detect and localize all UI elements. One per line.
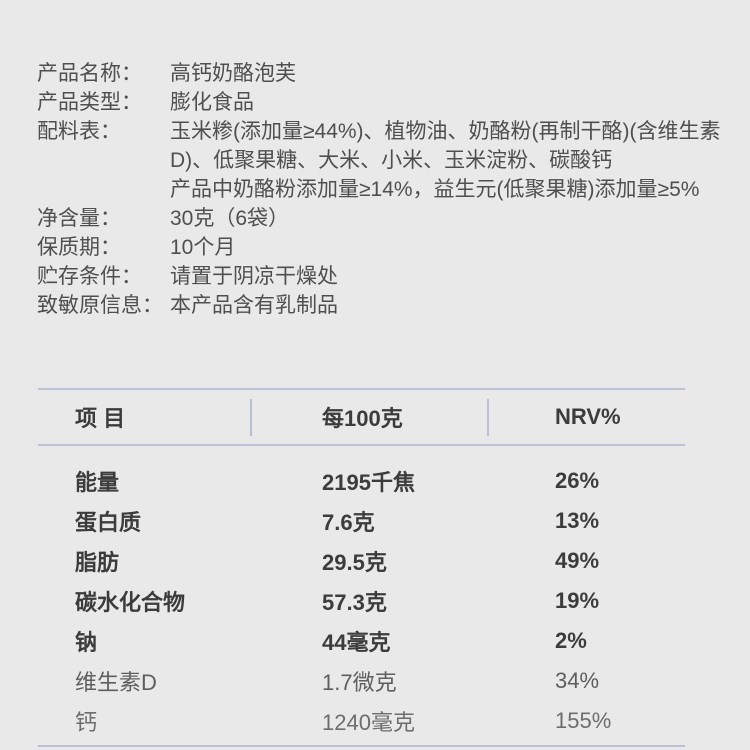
nutrition-row-fat: 脂肪 29.5克 49% <box>38 541 685 581</box>
nutrition-value-per-100g: 29.5克 <box>322 550 387 575</box>
nutrition-row-vitamin-d: 维生素D 1.7微克 34% <box>38 661 685 701</box>
nutrition-row-energy: 能量 2195千焦 26% <box>38 461 685 501</box>
nutrition-nrv: 19% <box>555 588 600 613</box>
nutrition-row-protein: 蛋白质 7.6克 13% <box>38 501 685 541</box>
nutrition-item: 能量 <box>75 470 120 495</box>
col-header-nrv: NRV% <box>555 404 621 429</box>
info-label: 配料表： <box>37 120 121 143</box>
nutrition-nrv: 2% <box>555 628 587 653</box>
nutrition-facts-table: 项 目 每100克 NRV% 能量 2195千焦 26% 蛋白质 7.6克 13… <box>38 388 685 747</box>
nutrition-item: 脂肪 <box>75 550 120 575</box>
nutrition-value-per-100g: 44毫克 <box>322 630 391 655</box>
info-row-product-type: 产品类型： 膨化食品 <box>37 88 727 117</box>
nutrition-row-calcium: 钙 1240毫克 155% <box>38 701 685 741</box>
nutrition-nrv: 34% <box>555 668 600 693</box>
info-value: 请置于阴凉干燥处 <box>170 265 338 288</box>
product-info-section: 产品名称： 高钙奶酪泡芙 产品类型： 膨化食品 配料表： 玉米糁(添加量≥44%… <box>37 59 727 320</box>
nutrition-table-body: 能量 2195千焦 26% 蛋白质 7.6克 13% 脂肪 29.5克 49% … <box>38 446 685 741</box>
info-label: 贮存条件： <box>37 265 142 288</box>
nutrition-item: 钠 <box>75 630 98 655</box>
nutrition-value-per-100g: 57.3克 <box>322 590 387 615</box>
info-label: 产品名称： <box>37 62 142 85</box>
nutrition-nrv: 13% <box>555 508 600 533</box>
ingredients-line-1: 玉米糁(添加量≥44%)、植物油、奶酪粉(再制干酪)(含维生素D)、低聚果糖、大… <box>170 120 721 172</box>
nutrition-nrv: 26% <box>555 468 600 493</box>
nutrition-row-sodium: 钠 44毫克 2% <box>38 621 685 661</box>
info-value: 30克（6袋） <box>170 207 290 230</box>
info-value: 高钙奶酪泡芙 <box>170 62 296 85</box>
info-value: 膨化食品 <box>170 91 254 114</box>
info-label: 产品类型： <box>37 91 142 114</box>
info-label: 净含量： <box>37 207 121 230</box>
nutrition-value-per-100g: 1.7微克 <box>322 670 397 695</box>
nutrition-item: 蛋白质 <box>75 510 142 535</box>
info-row-shelf-life: 保质期： 10个月 <box>37 233 727 262</box>
col-header-per-100g: 每100克 <box>322 406 403 431</box>
ingredients-line-2: 产品中奶酪粉添加量≥14%，益生元(低聚果糖)添加量≥5% <box>170 178 700 201</box>
nutrition-table-header: 项 目 每100克 NRV% <box>38 388 685 446</box>
info-row-ingredients: 配料表： 玉米糁(添加量≥44%)、植物油、奶酪粉(再制干酪)(含维生素D)、低… <box>37 117 727 204</box>
column-divider <box>487 399 489 436</box>
table-bottom-rule <box>38 745 685 747</box>
column-divider <box>250 399 252 436</box>
info-label: 保质期： <box>37 236 121 259</box>
nutrition-value-per-100g: 1240毫克 <box>322 710 415 735</box>
info-row-net-content: 净含量： 30克（6袋） <box>37 204 727 233</box>
col-header-item: 项 目 <box>75 406 126 431</box>
info-row-storage: 贮存条件： 请置于阴凉干燥处 <box>37 262 727 291</box>
info-value: 本产品含有乳制品 <box>170 294 338 317</box>
info-label: 致敏原信息： <box>37 294 163 317</box>
nutrition-row-carbohydrate: 碳水化合物 57.3克 19% <box>38 581 685 621</box>
nutrition-nrv: 155% <box>555 708 612 733</box>
info-value: 10个月 <box>170 236 236 259</box>
info-value: 玉米糁(添加量≥44%)、植物油、奶酪粉(再制干酪)(含维生素D)、低聚果糖、大… <box>170 117 727 204</box>
nutrition-item: 维生素D <box>75 670 157 695</box>
info-row-product-name: 产品名称： 高钙奶酪泡芙 <box>37 59 727 88</box>
nutrition-value-per-100g: 2195千焦 <box>322 470 415 495</box>
nutrition-item: 钙 <box>75 710 98 735</box>
nutrition-value-per-100g: 7.6克 <box>322 510 375 535</box>
nutrition-nrv: 49% <box>555 548 600 573</box>
info-row-allergen: 致敏原信息： 本产品含有乳制品 <box>37 291 727 320</box>
nutrition-item: 碳水化合物 <box>75 590 186 615</box>
